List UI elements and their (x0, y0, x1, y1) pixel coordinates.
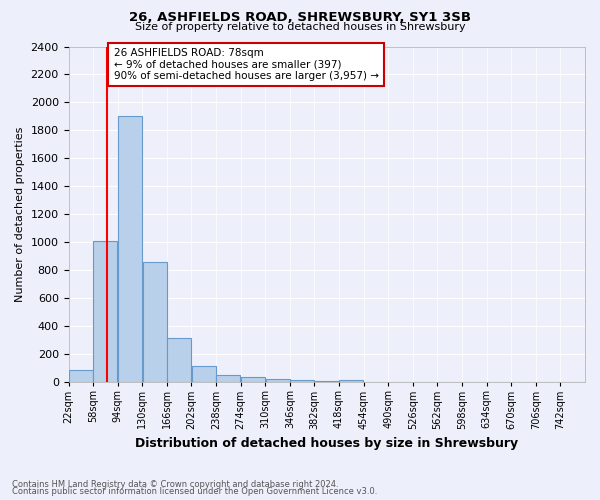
Text: Contains HM Land Registry data © Crown copyright and database right 2024.: Contains HM Land Registry data © Crown c… (12, 480, 338, 489)
Y-axis label: Number of detached properties: Number of detached properties (15, 126, 25, 302)
Bar (241, 378, 265, 382)
Bar (290, 380, 314, 382)
X-axis label: Distribution of detached houses by size in Shrewsbury: Distribution of detached houses by size … (135, 437, 518, 450)
Bar (69, 370, 93, 382)
Text: Size of property relative to detached houses in Shrewsbury: Size of property relative to detached ho… (134, 22, 466, 32)
Bar (266, 379, 290, 382)
Text: 26 ASHFIELDS ROAD: 78sqm
← 9% of detached houses are smaller (397)
90% of semi-d: 26 ASHFIELDS ROAD: 78sqm ← 9% of detache… (113, 48, 379, 81)
Bar (217, 374, 241, 382)
Text: 26, ASHFIELDS ROAD, SHREWSBURY, SY1 3SB: 26, ASHFIELDS ROAD, SHREWSBURY, SY1 3SB (129, 11, 471, 24)
Bar (340, 380, 363, 382)
Bar (143, 262, 167, 382)
Text: Contains public sector information licensed under the Open Government Licence v3: Contains public sector information licen… (12, 488, 377, 496)
Bar (118, 116, 142, 382)
Bar (315, 381, 338, 382)
Bar (94, 241, 118, 382)
Bar (167, 338, 191, 382)
Bar (192, 366, 216, 382)
